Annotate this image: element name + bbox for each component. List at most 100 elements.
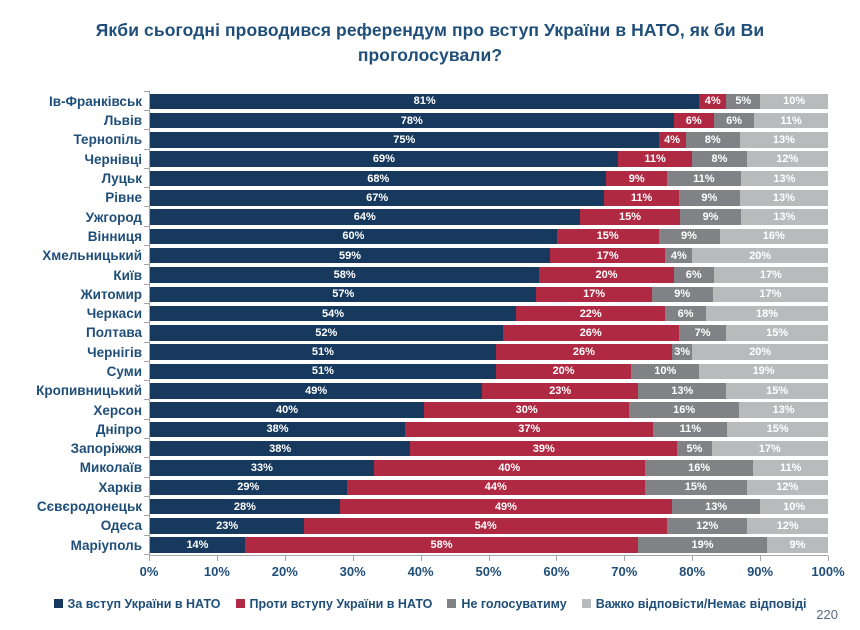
bar-segment: 51% [150, 363, 496, 380]
bar-segment: 33% [150, 460, 374, 476]
category-label: Львів [103, 113, 142, 129]
stacked-bar: 69% 11% 8% 12% [150, 151, 828, 167]
bar-track: 28% 49% 13% 10% [144, 496, 828, 517]
bar-track: 54% 22% 6% 18% [144, 303, 829, 324]
chart: Ів-Франківськ 81% 4% 5% 10% Львів 78% 6% 6% 11% Те… [0, 90, 845, 584]
x-axis-label: 90% [747, 563, 774, 579]
bar-value-label: 20% [552, 365, 575, 378]
category-label: Харків [98, 479, 142, 495]
bar-segment: 13% [739, 190, 828, 206]
stacked-bar: 51% 20% 10% 19% [150, 363, 828, 380]
category-label: Тернопіль [73, 132, 142, 148]
bar-segment: 23% [482, 383, 639, 399]
bar-segment: 16% [719, 228, 828, 245]
bar-segment: 9% [766, 537, 828, 553]
bar-value-label: 38% [269, 442, 292, 455]
bar-value-label: 13% [773, 211, 796, 224]
bar-segment: 10% [631, 363, 700, 380]
bar-value-label: 58% [333, 269, 356, 281]
stacked-bar: 29% 44% 15% 12% [150, 479, 828, 496]
x-axis-label: 30% [339, 563, 366, 579]
bar-track: 38% 37% 11% 15% [144, 419, 828, 440]
bar-value-label: 8% [711, 153, 728, 166]
stacked-bar: 14% 58% 19% 9% [150, 537, 828, 553]
bar-value-label: 19% [752, 365, 775, 378]
category-label: Ужгород [85, 209, 142, 225]
legend-item: За вступ України в НАТО [53, 597, 221, 611]
category-label: Рівне [105, 190, 142, 206]
bar-segment: 30% [423, 402, 630, 418]
bar-value-label: 15% [766, 423, 789, 436]
stacked-bar: 38% 39% 5% 17% [150, 440, 829, 457]
legend-swatch [581, 599, 591, 609]
bar-track: 52% 26% 7% 15% [144, 323, 828, 343]
bar-segment: 10% [760, 93, 829, 110]
bar-track: 75% 4% 8% 13% [144, 130, 828, 150]
chart-row: Луцьк 68% 9% 11% 13% [0, 168, 828, 189]
bar-track: 51% 20% 10% 19% [144, 361, 828, 382]
bar-value-label: 11% [780, 461, 802, 474]
bar-track: 49% 23% 13% 15% [144, 381, 828, 401]
bar-segment: 20% [539, 267, 674, 283]
chart-row: Кропивницький 49% 23% 13% 15% [0, 381, 828, 401]
bar-value-label: 9% [681, 230, 697, 243]
category-label: Дніпро [95, 421, 142, 437]
bar-value-label: 15% [766, 384, 789, 397]
bar-segment: 58% [150, 267, 540, 283]
bar-value-label: 28% [233, 500, 256, 513]
bar-value-label: 17% [759, 288, 782, 301]
chart-row: Одеса 23% 54% 12% 12% [0, 516, 828, 536]
category-label: Сєвєродонецьк [36, 499, 142, 515]
bar-value-label: 52% [315, 326, 338, 339]
stacked-bar: 33% 40% 16% 11% [150, 460, 828, 476]
bar-segment: 22% [516, 305, 666, 322]
bar-value-label: 30% [515, 404, 538, 417]
bar-segment: 13% [739, 132, 828, 148]
bar-segment: 3% [672, 344, 693, 360]
bar-value-label: 12% [776, 519, 799, 532]
bar-track: 58% 20% 6% 17% [144, 265, 828, 285]
bar-value-label: 13% [773, 172, 796, 185]
category-label: Херсон [93, 402, 142, 418]
stacked-bar: 64% 15% 9% 13% [150, 209, 828, 225]
bar-segment: 9% [678, 190, 740, 206]
bar-value-label: 20% [595, 269, 618, 281]
bar-segment: 17% [536, 286, 652, 303]
stacked-bar: 60% 15% 9% 16% [150, 228, 828, 245]
bar-segment: 54% [150, 305, 517, 322]
bar-track: 38% 39% 5% 17% [144, 439, 829, 459]
bar-value-label: 51% [311, 346, 334, 359]
bar-value-label: 39% [532, 442, 555, 455]
x-axis-tick [216, 555, 218, 561]
y-axis-tick [144, 187, 150, 189]
stacked-bar: 40% 30% 16% 13% [150, 402, 828, 418]
category-label: Маріуполь [70, 537, 142, 553]
bar-value-label: 16% [762, 230, 785, 243]
bar-segment: 9% [680, 209, 741, 225]
bar-value-label: 20% [749, 249, 772, 262]
bar-segment: 68% [150, 170, 607, 187]
bar-segment: 11% [604, 190, 679, 206]
y-axis-tick [144, 302, 150, 304]
bar-segment: 19% [699, 363, 828, 380]
bar-segment: 64% [150, 209, 580, 225]
bar-value-label: 19% [691, 539, 714, 552]
bar-segment: 39% [410, 440, 678, 457]
bar-segment: 13% [638, 383, 727, 399]
bar-segment: 8% [685, 132, 740, 148]
bar-segment: 58% [244, 537, 639, 553]
chart-row: Ужгород 64% 15% 9% 13% [0, 207, 828, 227]
x-axis-label: 70% [611, 563, 638, 579]
bar-segment: 67% [150, 190, 605, 206]
bar-segment: 15% [726, 325, 828, 341]
bar-value-label: 16% [673, 404, 696, 417]
bar-value-label: 13% [772, 133, 795, 146]
bar-segment: 20% [495, 363, 632, 380]
bar-value-label: 10% [783, 500, 806, 513]
bar-value-label: 26% [579, 326, 602, 339]
chart-row: Львів 78% 6% 6% 11% [0, 110, 829, 131]
bar-segment: 11% [666, 170, 741, 187]
bar-segment: 12% [666, 518, 748, 534]
y-axis-tick [144, 457, 150, 459]
bar-segment: 81% [150, 93, 700, 110]
